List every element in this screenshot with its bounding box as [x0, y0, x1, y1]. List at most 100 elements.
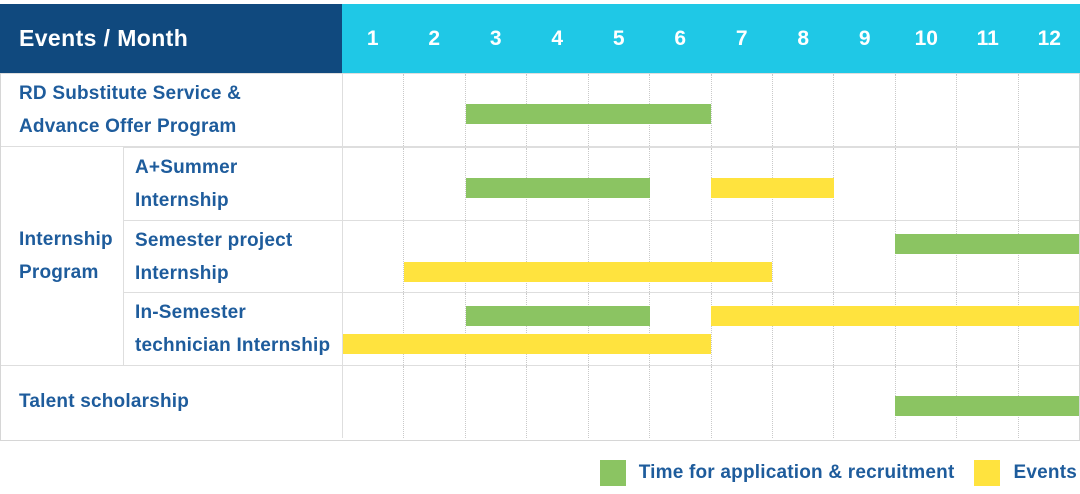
month-grid-cell: [464, 148, 526, 220]
gantt-table: Events / Month 1 2 3 4 5 6 7 8 9 10 11 12 RD Substi…: [0, 4, 1080, 441]
application-recruitment-bar: [465, 178, 650, 199]
event-bar: [343, 334, 711, 355]
row-label: In-Semester technician Internship: [124, 293, 343, 365]
month-grid-cell: [464, 220, 526, 293]
legend-label-events: Events: [1013, 462, 1077, 483]
row-label-line: In-Semester: [135, 301, 246, 323]
month-grid-cell: [464, 293, 526, 365]
event-bar: [404, 261, 773, 282]
row-timeline: [343, 293, 1079, 365]
month-grid-cell: [771, 365, 833, 439]
event-bar: [711, 178, 834, 199]
row-label: A+Summer Internship: [124, 148, 343, 220]
month-grid-cell: [771, 293, 833, 365]
month-grid-cell: [526, 293, 587, 365]
month-header-8: 8: [797, 26, 810, 50]
row-label-line: Internship: [135, 190, 229, 212]
month-header-6: 6: [674, 26, 687, 50]
month-grid-cell: [587, 220, 649, 293]
month-header-3: 3: [489, 26, 502, 50]
month-grid-cell: [710, 365, 772, 439]
gantt-row: In-Semester technician Internship: [124, 292, 1079, 365]
legend-item-application: Time for application & recruitment: [599, 460, 955, 486]
row-timeline: [343, 148, 1079, 220]
green-swatch-icon: [599, 460, 626, 486]
month-grid-cell: [833, 74, 894, 147]
row-label-line: A+Summer: [135, 157, 238, 179]
events-month-header-cell: Events / Month: [0, 4, 342, 73]
month-grid-cell: [403, 220, 464, 293]
month-grid-cell: [587, 365, 649, 439]
application-recruitment-bar: [895, 233, 1079, 254]
application-recruitment-bar: [895, 395, 1079, 416]
month-grid-cell: [343, 148, 403, 219]
month-header-10: 10: [914, 26, 938, 50]
row-label: Talent scholarship: [1, 365, 343, 439]
row-label-line: technician Internship: [135, 334, 331, 356]
month-header-strip: 1 2 3 4 5 6 7 8 9 10 11 12: [342, 4, 1080, 73]
month-grid-cell: [894, 220, 956, 293]
month-header-5: 5: [612, 26, 625, 50]
gantt-row: A+Summer Internship: [124, 147, 1079, 220]
month-grid-cell: [894, 148, 956, 220]
event-bar: [711, 306, 1079, 327]
row-label-line: Advance Offer Program: [19, 116, 237, 138]
month-grid-cell: [649, 148, 710, 220]
table-header-row: Events / Month 1 2 3 4 5 6 7 8 9 10 11 12: [0, 4, 1080, 73]
gantt-rows: RD Substitute Service & Advance Offer Pro…: [1, 73, 1079, 439]
gantt-row: Talent scholarship: [1, 364, 1079, 439]
row-label-line: Semester project: [135, 229, 293, 251]
row-timeline: [343, 220, 1079, 293]
month-grid-cell: [1017, 148, 1079, 220]
month-grid-cell: [1017, 293, 1079, 365]
row-label: RD Substitute Service & Advance Offer Pro…: [1, 74, 343, 147]
month-grid-cell: [710, 74, 772, 147]
row-timeline: [343, 74, 1079, 147]
month-grid-cell: [956, 148, 1017, 220]
month-grid-cell: [833, 148, 894, 220]
month-grid-cell: [833, 365, 894, 439]
legend-item-events: Events: [974, 460, 1077, 486]
month-header-12: 12: [1037, 26, 1061, 50]
month-grid-cell: [649, 220, 710, 293]
month-grid-cell: [771, 74, 833, 147]
month-grid-cell: [710, 293, 772, 365]
month-grid-cell: [403, 148, 464, 220]
month-grid-cell: [526, 220, 587, 293]
month-grid-cell: [587, 293, 649, 365]
month-header-11: 11: [976, 26, 999, 50]
row-label-line: Talent scholarship: [19, 391, 190, 413]
internship-program-group: Internship Program A+Summer Internship Semes…: [1, 146, 1079, 365]
month-grid-cell: [956, 74, 1017, 147]
month-grid-cell: [833, 293, 894, 365]
row-label-line: Internship: [135, 262, 229, 284]
month-grid-cell: [956, 293, 1017, 365]
month-grid-cell: [894, 74, 956, 147]
month-grid-cell: [526, 365, 587, 439]
gantt-row: RD Substitute Service & Advance Offer Pro…: [1, 73, 1079, 147]
month-grid-cell: [833, 220, 894, 293]
month-header-9: 9: [858, 26, 871, 50]
month-grid-cell: [1017, 74, 1079, 147]
month-header-2: 2: [428, 26, 441, 50]
row-timeline: [343, 365, 1079, 439]
month-grid-cell: [894, 293, 956, 365]
legend: Time for application & recruitment Event…: [599, 460, 1077, 486]
month-header-4: 4: [551, 26, 564, 50]
group-label-line: Program: [19, 262, 99, 283]
month-header-7: 7: [735, 26, 748, 50]
month-grid-cell: [710, 220, 772, 293]
month-grid-cell: [403, 74, 464, 147]
month-grid-cell: [343, 221, 403, 292]
month-grid-cell: [464, 74, 526, 147]
row-label: Semester project Internship: [124, 220, 343, 293]
month-header-1: 1: [366, 26, 379, 50]
application-recruitment-bar: [465, 104, 711, 124]
month-grid-cell: [649, 365, 710, 439]
group-label: Internship Program: [1, 147, 124, 365]
month-grid-cell: [464, 365, 526, 439]
month-grid-cell: [1017, 220, 1079, 293]
month-grid-cell: [403, 293, 464, 365]
month-grid-cell: [649, 293, 710, 365]
